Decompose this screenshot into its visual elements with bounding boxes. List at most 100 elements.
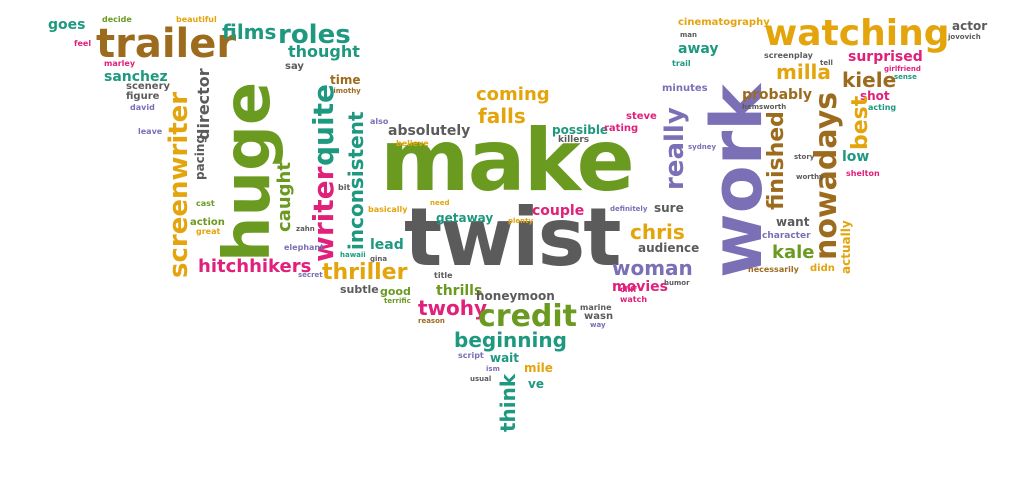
word-couple: couple [532, 203, 585, 219]
word-work: work [696, 84, 778, 278]
word-zahn: zahn [296, 225, 315, 233]
word-time: time [330, 73, 361, 87]
word-thriller: thriller [322, 260, 408, 285]
word-acting: acting [868, 103, 897, 112]
word-hawaii: hawaii [340, 251, 366, 259]
word-low: low [842, 149, 870, 165]
word-ism: ism [486, 365, 500, 373]
word-sure: sure [654, 201, 684, 215]
word-watching: watching [764, 13, 950, 54]
word-ve: ve [528, 377, 544, 391]
word-trail: trail [672, 59, 691, 68]
word-shelton: shelton [846, 169, 880, 178]
word-scenery: scenery [126, 81, 171, 92]
word-wait: wait [490, 351, 520, 365]
word-beautiful: beautiful [176, 15, 217, 24]
word-caught: caught [274, 162, 295, 232]
word-sense: sense [894, 73, 917, 81]
word-trailer: trailer [96, 21, 237, 67]
word-bit: bit [338, 183, 351, 192]
word-say: say [285, 61, 304, 72]
word-twohy: twohy [418, 296, 488, 320]
word-definitely: definitely [610, 205, 648, 213]
word-away: away [678, 41, 719, 57]
word-marine: marine [580, 303, 612, 312]
word-beginning: beginning [454, 328, 567, 352]
word-timothy: timothy [330, 87, 361, 95]
word-girlfriend: girlfriend [884, 65, 921, 73]
word-terrific: terrific [384, 297, 411, 305]
word-coming: coming [476, 84, 550, 105]
word-twist: twist [404, 191, 621, 284]
word-kale: kale [772, 242, 815, 263]
word-make: make [380, 111, 635, 211]
word-leave: leave [138, 127, 163, 136]
word-screenplay: screenplay [764, 51, 813, 60]
word-actually: actually [839, 220, 853, 274]
word-reason: reason [418, 317, 445, 325]
word-think: think [496, 373, 520, 432]
word-honeymoon: honeymoon [476, 289, 555, 303]
word-director: director [194, 68, 213, 140]
word-secret: secret [298, 271, 323, 279]
word-figure: figure [126, 91, 160, 102]
word-jovovich: jovovich [948, 33, 981, 41]
word-elephant: elephant [284, 243, 324, 252]
word-character: character [762, 231, 811, 241]
word-falls: falls [478, 104, 526, 128]
word-pacing: pacing [193, 134, 207, 180]
word-marley: marley [104, 59, 136, 68]
word-gina: gina [370, 255, 388, 263]
word-story: story [794, 153, 815, 161]
word-need: need [430, 199, 450, 207]
word-screenwriter: screenwriter [164, 91, 194, 278]
word-feel: feel [74, 39, 92, 48]
word-hitchhikers: hitchhikers [198, 256, 312, 277]
word-thrills: thrills [436, 283, 483, 299]
word-subtle: subtle [340, 283, 379, 296]
word-title: title [434, 271, 453, 280]
word-action: action [190, 217, 225, 228]
word-rating: rating [604, 123, 639, 134]
word-possible: possible [552, 123, 609, 137]
word-milla: milla [776, 60, 831, 84]
word-hemsworth: hemsworth [742, 103, 787, 111]
word-way: way [590, 321, 606, 329]
word-huge: huge [211, 81, 285, 262]
word-roles: roles [278, 20, 351, 50]
word-minutes: minutes [662, 83, 708, 94]
word-cast: cast [196, 199, 215, 208]
word-man: man [680, 31, 698, 39]
word-cinematography: cinematography [678, 17, 770, 28]
word-movies: movies [612, 279, 668, 295]
word-mile: mile [524, 361, 553, 375]
word-killers: killers [558, 135, 590, 145]
word-want: want [776, 215, 810, 229]
word-inconsistent: inconsistent [344, 111, 368, 250]
word-credit: credit [478, 299, 578, 334]
word-david: david [130, 103, 155, 112]
word-absolutely: absolutely [388, 123, 471, 139]
word-audience: audience [638, 241, 700, 255]
word-didn: didn [810, 263, 835, 274]
word-cliff: cliff [620, 285, 637, 294]
word-worthy: worthy [796, 173, 824, 181]
word-goes: goes [48, 17, 86, 33]
word-finished: finished [764, 111, 789, 210]
word-thought: thought [288, 42, 360, 61]
word-best: best [848, 95, 873, 150]
word-kiele: kiele [842, 68, 897, 92]
word-quite: quite [307, 84, 340, 166]
word-woman: woman [612, 256, 693, 280]
word-good: good [380, 285, 411, 298]
word-believe: believe [396, 139, 429, 148]
word-basically: basically [368, 205, 408, 214]
word-sanchez: sanchez [104, 69, 168, 85]
word-wasn: wasn [584, 311, 614, 322]
word-usual: usual [470, 375, 492, 383]
word-tell: tell [820, 59, 833, 67]
word-also: also [370, 117, 389, 126]
word-films: films [222, 20, 277, 44]
word-necessarily: necessarily [748, 265, 799, 274]
